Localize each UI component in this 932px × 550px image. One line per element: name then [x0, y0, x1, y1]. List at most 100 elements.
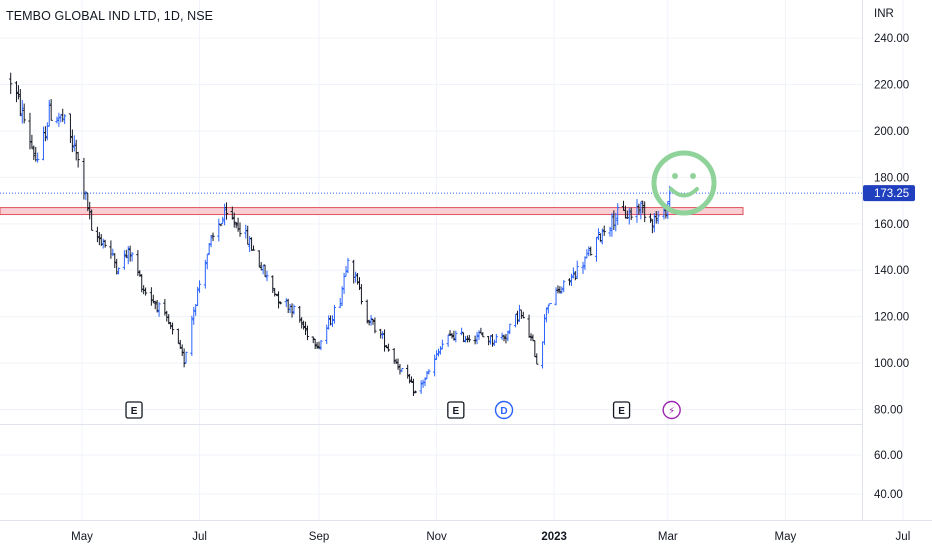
- ohlc-bar: [319, 340, 323, 351]
- ohlc-bar: [149, 287, 153, 306]
- ohlc-bar: [180, 344, 184, 357]
- earnings-marker[interactable]: E: [125, 401, 143, 419]
- ohlc-bar: [30, 134, 34, 149]
- ohlc-bar: [664, 208, 668, 219]
- ohlc-bar: [74, 139, 78, 161]
- ohlc-bar: [49, 99, 53, 121]
- ohlc-bar: [138, 270, 142, 277]
- ohlc-bar: [569, 273, 574, 286]
- ohlc-bar: [9, 72, 13, 94]
- price-axis[interactable]: 240.00 220.00 200.00 180.00 160.00 140.00 120.…: [874, 33, 909, 501]
- ohlc-bar: [594, 237, 599, 262]
- ohlc-bar: [59, 114, 63, 123]
- ohlc-bar: [637, 203, 641, 215]
- smiley-face-icon: [651, 150, 717, 216]
- ohlc-bar: [115, 258, 119, 275]
- ohlc-bar: [392, 348, 396, 364]
- ohlc-bar: [261, 265, 265, 275]
- ohlc-bar: [598, 233, 602, 242]
- ohlc-bar: [57, 112, 61, 127]
- ohlc-bar: [41, 126, 46, 161]
- ohlc-bar: [434, 350, 439, 360]
- ohlc-bar: [72, 135, 76, 152]
- ohlc-bar: [99, 233, 103, 246]
- ohlc-bar: [446, 334, 450, 347]
- ohlc-bar: [244, 224, 248, 239]
- ohlc-bar: [32, 145, 36, 161]
- ohlc-bar: [396, 358, 400, 370]
- ohlc-bar: [540, 341, 545, 369]
- ohlc-bar: [111, 248, 115, 257]
- y-tick-label: 200.00: [874, 126, 909, 138]
- ohlc-bar: [305, 325, 310, 341]
- ohlc-bar: [515, 310, 520, 325]
- split-marker[interactable]: ⚡: [662, 400, 681, 420]
- ohlc-bar: [596, 228, 601, 241]
- ohlc-bar: [544, 307, 549, 323]
- ohlc-bar: [562, 280, 566, 293]
- ohlc-bar: [14, 81, 19, 103]
- ohlc-bar: [652, 213, 656, 233]
- ohlc-bar: [560, 286, 564, 294]
- y-tick-label: 160.00: [874, 219, 909, 231]
- last-price-tag: 173.25: [863, 185, 915, 202]
- ohlc-bar: [169, 321, 173, 330]
- ohlc-bar: [290, 303, 294, 318]
- ohlc-bar: [222, 203, 227, 226]
- ohlc-bar: [656, 210, 660, 224]
- ohlc-bar: [475, 331, 479, 345]
- ohlc-bar: [371, 318, 375, 325]
- ohlc-bar: [438, 346, 443, 355]
- ohlc-bar: [263, 264, 267, 277]
- ohlc-bar: [284, 298, 288, 308]
- ohlc-bar: [648, 213, 653, 223]
- chart-title: TEMBO GLOBAL IND LTD, 1D, NSE: [6, 9, 214, 23]
- ohlc-bar: [196, 286, 200, 307]
- ohlc-bar: [184, 351, 188, 364]
- ohlc-bar: [454, 330, 458, 343]
- ohlc-bar: [207, 243, 211, 255]
- axes: [0, 0, 932, 521]
- ohlc-bar: [265, 270, 269, 282]
- ohlc-bar: [400, 367, 404, 373]
- price-bars: [9, 72, 672, 396]
- ohlc-bar: [248, 236, 252, 253]
- x-tick-label: Sep: [309, 531, 329, 543]
- ohlc-bar: [211, 232, 215, 242]
- earnings-marker[interactable]: E: [447, 401, 465, 419]
- ohlc-bar: [327, 315, 331, 330]
- ohlc-bar: [639, 201, 643, 220]
- event-label: E: [131, 406, 138, 417]
- last-price-label: 173.25: [874, 188, 909, 200]
- ohlc-bar: [43, 126, 47, 142]
- x-tick-label: Nov: [426, 531, 447, 543]
- ohlc-bar: [542, 314, 547, 345]
- ohlc-bar: [629, 207, 633, 221]
- ohlc-bar: [63, 114, 67, 125]
- ohlc-bar: [581, 261, 585, 274]
- earnings-marker[interactable]: E: [612, 401, 631, 419]
- ohlc-bar: [36, 152, 40, 163]
- ohlc-bar: [246, 225, 250, 245]
- ohlc-bar: [506, 330, 510, 342]
- x-tick-label: May: [774, 531, 796, 543]
- dividend-marker[interactable]: D: [494, 400, 514, 420]
- ohlc-bar: [571, 267, 575, 279]
- ohlc-bar: [558, 286, 562, 294]
- y-tick-label: 40.00: [874, 489, 903, 501]
- ohlc-bar: [367, 319, 371, 326]
- ohlc-bar: [61, 108, 65, 122]
- ohlc-bar: [117, 267, 121, 275]
- ohlc-bar: [143, 287, 148, 296]
- ohlc-bar: [136, 250, 140, 276]
- ohlc-bar: [379, 328, 383, 339]
- ohlc-bar: [221, 216, 225, 225]
- ohlc-bar: [481, 332, 485, 338]
- ohlc-bar: [278, 301, 283, 305]
- time-axis[interactable]: May Jul Sep Nov 2023 Mar May Jul: [71, 531, 910, 543]
- event-label: E: [453, 406, 460, 417]
- y-tick-label: 180.00: [874, 172, 909, 184]
- ohlc-bar: [460, 327, 464, 336]
- ohlc-bar: [641, 200, 645, 214]
